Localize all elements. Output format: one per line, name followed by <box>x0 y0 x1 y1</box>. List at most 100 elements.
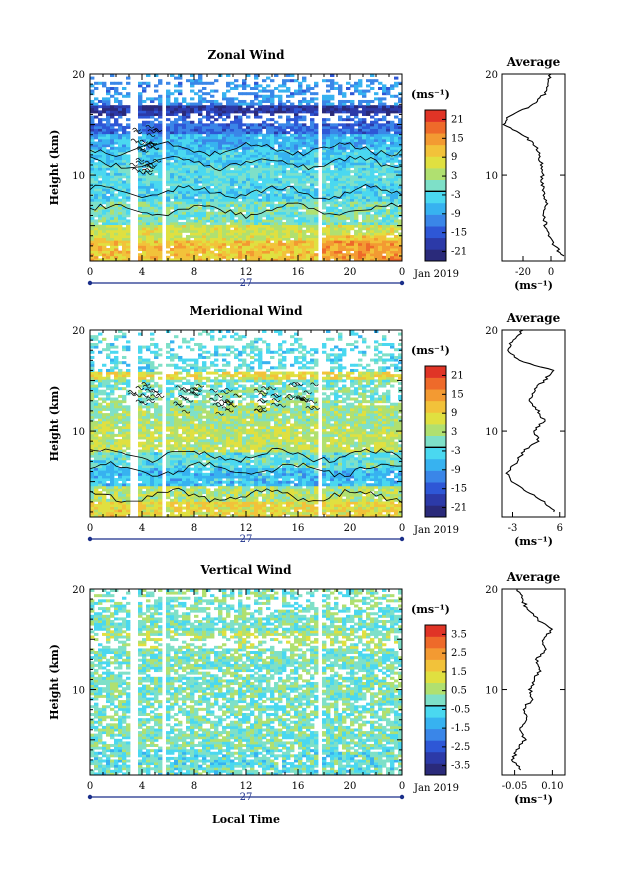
heatmap-cell <box>210 211 215 215</box>
heatmap-cell <box>254 146 259 150</box>
heatmap-cell <box>290 136 295 140</box>
heatmap-cell <box>214 105 219 109</box>
heatmap-cell <box>166 240 171 244</box>
heatmap-cell <box>170 224 175 228</box>
heatmap-cell <box>94 379 99 383</box>
heatmap-cell <box>146 258 151 262</box>
heatmap-cell <box>350 237 355 241</box>
heatmap-cell <box>350 224 355 228</box>
heatmap-cell <box>114 209 119 213</box>
heatmap-cell <box>230 211 235 215</box>
heatmap-cell <box>210 235 215 239</box>
heatmap-cell <box>102 170 107 174</box>
heatmap-cell <box>158 79 163 83</box>
heatmap-cell <box>122 216 127 220</box>
heatmap-cell <box>214 151 219 155</box>
heatmap-cell <box>286 105 291 109</box>
heatmap-cell <box>174 206 179 210</box>
heatmap-cell <box>258 162 263 166</box>
heatmap-cell <box>298 219 303 223</box>
contour-speckle <box>129 162 138 167</box>
heatmap-cell <box>110 428 115 432</box>
heatmap-cell <box>350 107 355 111</box>
heatmap-cell <box>350 102 355 106</box>
heatmap-cell <box>174 164 179 168</box>
heatmap-cell <box>214 242 219 246</box>
heatmap-cell <box>334 136 339 140</box>
heatmap-cell <box>334 216 339 220</box>
heatmap-cell <box>210 138 215 142</box>
heatmap-cell <box>254 136 259 140</box>
heatmap-cell <box>326 196 331 200</box>
heatmap-cell <box>394 170 399 174</box>
heatmap-cell <box>346 125 351 129</box>
heatmap-cell <box>190 219 195 223</box>
heatmap-cell <box>106 172 111 176</box>
heatmap-cell <box>242 102 247 106</box>
heatmap-cell <box>170 185 175 189</box>
heatmap-cell <box>366 185 371 189</box>
heatmap-cell <box>350 141 355 145</box>
heatmap-cell <box>398 170 403 174</box>
heatmap-cell <box>210 133 215 137</box>
heatmap-cell <box>354 105 359 109</box>
heatmap-cell <box>118 255 123 259</box>
heatmap-cell <box>142 240 147 244</box>
heatmap-cell <box>282 170 287 174</box>
heatmap-cell <box>234 136 239 140</box>
heatmap-cell <box>382 136 387 140</box>
heatmap-cell <box>342 229 347 233</box>
heatmap-cell <box>142 154 147 158</box>
heatmap-cell <box>346 214 351 218</box>
heatmap-cell <box>242 172 247 176</box>
heatmap-cell <box>186 190 191 194</box>
heatmap-cell <box>294 175 299 179</box>
heatmap-cell <box>274 120 279 124</box>
heatmap-cell <box>190 206 195 210</box>
heatmap-cell <box>370 240 375 244</box>
heatmap-cell <box>198 211 203 215</box>
heatmap-cell <box>142 86 147 90</box>
heatmap-cell <box>222 245 227 249</box>
heatmap-cell <box>242 162 247 166</box>
heatmap-cell <box>186 149 191 153</box>
heatmap-cell <box>334 196 339 200</box>
heatmap-cell <box>334 201 339 205</box>
heatmap-cell <box>146 224 151 228</box>
heatmap-cell <box>102 384 107 388</box>
heatmap-cell <box>198 245 203 249</box>
heatmap-cell <box>138 107 143 111</box>
heatmap-cell <box>158 245 163 249</box>
heatmap-cell <box>102 514 107 518</box>
heatmap-cell <box>322 167 327 171</box>
heatmap-cell <box>90 504 95 508</box>
heatmap-cell <box>394 131 399 135</box>
heatmap-cell <box>306 151 311 155</box>
heatmap-cell <box>282 131 287 135</box>
heatmap-cell <box>266 237 271 241</box>
heatmap-cell <box>258 198 263 202</box>
heatmap-cell <box>94 209 99 213</box>
heatmap-cell <box>154 138 159 142</box>
heatmap-cell <box>330 193 335 197</box>
heatmap-cell <box>242 240 247 244</box>
heatmap-cell <box>386 89 391 93</box>
heatmap-cell <box>198 227 203 231</box>
heatmap-cell <box>378 133 383 137</box>
heatmap-cell <box>310 209 315 213</box>
heatmap-cell <box>266 138 271 142</box>
heatmap-cell <box>142 255 147 259</box>
heatmap-cell <box>282 196 287 200</box>
heatmap-cell <box>106 224 111 228</box>
heatmap-cell <box>138 110 143 114</box>
heatmap-cell <box>286 89 291 93</box>
heatmap-cell <box>110 198 115 202</box>
heatmap-cell <box>118 237 123 241</box>
heatmap-cell <box>310 172 315 176</box>
heatmap-cell <box>114 149 119 153</box>
heatmap-cell <box>390 133 395 137</box>
heatmap-cell <box>334 258 339 262</box>
heatmap-cell <box>330 141 335 145</box>
heatmap-cell <box>254 154 259 158</box>
heatmap-cell <box>314 144 319 148</box>
